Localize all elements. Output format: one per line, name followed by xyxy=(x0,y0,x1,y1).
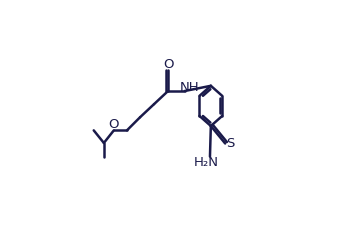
Text: H₂N: H₂N xyxy=(194,156,219,169)
Text: O: O xyxy=(108,118,119,131)
Text: NH: NH xyxy=(180,81,200,94)
Text: S: S xyxy=(226,138,234,151)
Text: O: O xyxy=(163,58,173,71)
